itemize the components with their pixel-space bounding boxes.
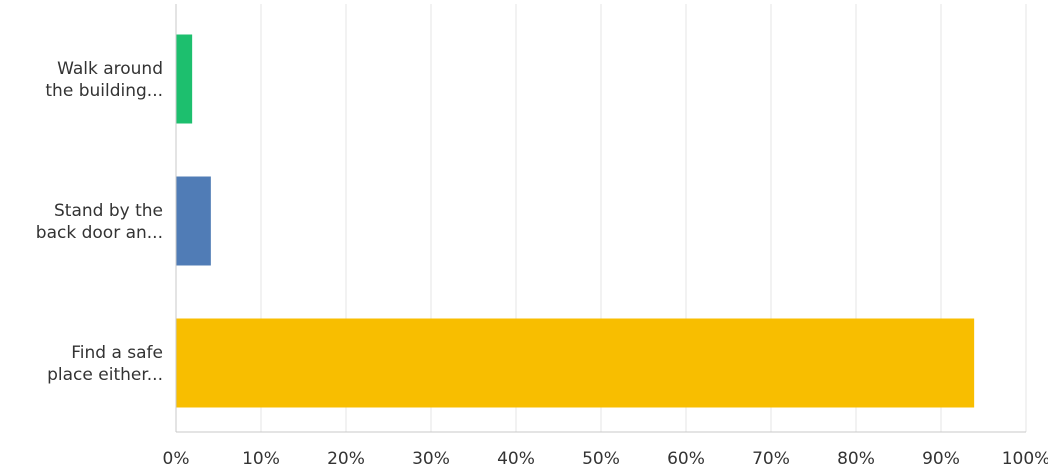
- x-tick-label-50: 50%: [582, 449, 620, 469]
- axes: [175, 4, 1026, 433]
- x-tick-label-40: 40%: [497, 449, 535, 469]
- bar-0: [176, 34, 193, 124]
- x-tick-label-10: 10%: [242, 449, 280, 469]
- x-tick-label-0: 0%: [163, 449, 190, 469]
- x-tick-label-100: 100%: [1002, 449, 1048, 469]
- category-label-2-line-1: place either...: [47, 365, 163, 385]
- x-tick-labels: 0% 10% 20% 30% 40% 50% 60% 70% 80% 90% 100%: [163, 449, 1048, 469]
- category-label-2-line-0: Find a safe: [71, 343, 163, 363]
- bar-1: [176, 176, 211, 266]
- x-tick-label-60: 60%: [667, 449, 705, 469]
- x-tick-label-70: 70%: [752, 449, 790, 469]
- category-label-0-line-0: Walk around: [57, 59, 163, 79]
- category-label-1-line-0: Stand by the: [54, 201, 163, 221]
- x-tick-label-20: 20%: [327, 449, 365, 469]
- gridlines: [260, 4, 1027, 432]
- x-tick-label-80: 80%: [837, 449, 875, 469]
- bar-2: [176, 318, 975, 408]
- category-label-0-line-1: the building...: [45, 81, 163, 101]
- x-tick-label-90: 90%: [922, 449, 960, 469]
- category-label-1-line-1: back door an...: [36, 223, 163, 243]
- x-tick-label-30: 30%: [412, 449, 450, 469]
- bars: [176, 34, 975, 408]
